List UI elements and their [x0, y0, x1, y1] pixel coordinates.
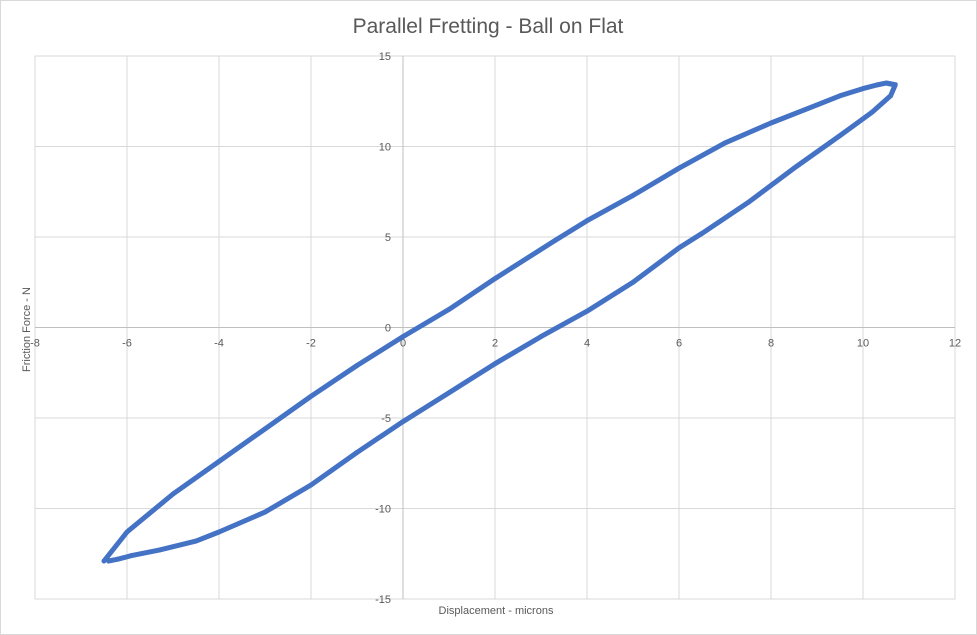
data-point [699, 230, 705, 236]
data-point [630, 192, 636, 198]
data-point [129, 553, 135, 558]
y-tick-label: -15 [375, 594, 391, 606]
series-line [101, 80, 898, 564]
data-point [837, 133, 843, 139]
series-layer [101, 80, 898, 564]
data-point [874, 82, 880, 88]
y-tick-label: 5 [385, 232, 391, 244]
data-point [883, 80, 889, 86]
data-point [446, 390, 452, 396]
chart-title: Parallel Fretting - Ball on Flat [353, 15, 624, 38]
x-tick-label: 0 [400, 338, 406, 350]
x-tick-label: -8 [30, 338, 40, 350]
data-point [446, 307, 452, 312]
data-point [354, 363, 360, 368]
data-point [584, 308, 590, 314]
axes [35, 56, 955, 599]
data-point [584, 218, 590, 224]
data-point [216, 459, 222, 464]
data-point [492, 276, 498, 282]
data-point [492, 361, 498, 367]
x-axis-label: Displacement - microns [439, 605, 554, 617]
data-point [308, 482, 314, 488]
data-point [676, 245, 682, 251]
data-point [354, 449, 360, 455]
y-tick-label: 10 [379, 142, 391, 154]
data-point [115, 556, 121, 562]
y-tick-label: 15 [379, 51, 391, 63]
y-axis-label: Friction Force - N [21, 287, 33, 372]
data-point [262, 509, 268, 515]
x-tick-label: 2 [492, 338, 498, 350]
data-point [156, 547, 162, 553]
tick-labels: -8 -6 -4 -2 0 2 4 6 8 10 12 -15 -10 -5 0 5 10 15 [30, 51, 961, 606]
data-point [101, 558, 107, 564]
data-point [216, 529, 222, 535]
data-point [552, 238, 558, 244]
data-point [400, 334, 406, 339]
data-point [124, 529, 130, 535]
x-tick-label: 10 [857, 338, 869, 350]
x-tick-label: -6 [122, 338, 132, 350]
data-point [193, 538, 199, 544]
data-point [837, 93, 843, 99]
x-tick-label: 6 [676, 338, 682, 350]
y-tick-label: 0 [385, 323, 391, 335]
data-point [768, 120, 774, 126]
y-tick-label: -10 [375, 504, 391, 516]
data-point [814, 102, 820, 108]
x-tick-label: -4 [214, 338, 224, 350]
series-line-overlap [104, 80, 898, 561]
data-point [869, 109, 875, 115]
data-point [170, 491, 176, 497]
data-point [106, 558, 111, 564]
x-tick-label: -2 [306, 338, 316, 350]
y-tick-label: -5 [381, 413, 391, 425]
data-point [676, 165, 682, 171]
data-point [745, 200, 751, 206]
data-point [791, 165, 797, 171]
data-point [262, 426, 268, 432]
data-point [630, 279, 636, 285]
x-tick-label: 12 [949, 338, 961, 350]
x-tick-label: 8 [768, 338, 774, 350]
data-point [860, 86, 866, 91]
data-point [892, 82, 898, 88]
data-point [722, 140, 728, 146]
data-point [400, 419, 406, 425]
data-point [308, 393, 314, 399]
x-tick-label: 4 [584, 338, 590, 350]
data-point [888, 93, 893, 99]
data-point [538, 334, 544, 339]
